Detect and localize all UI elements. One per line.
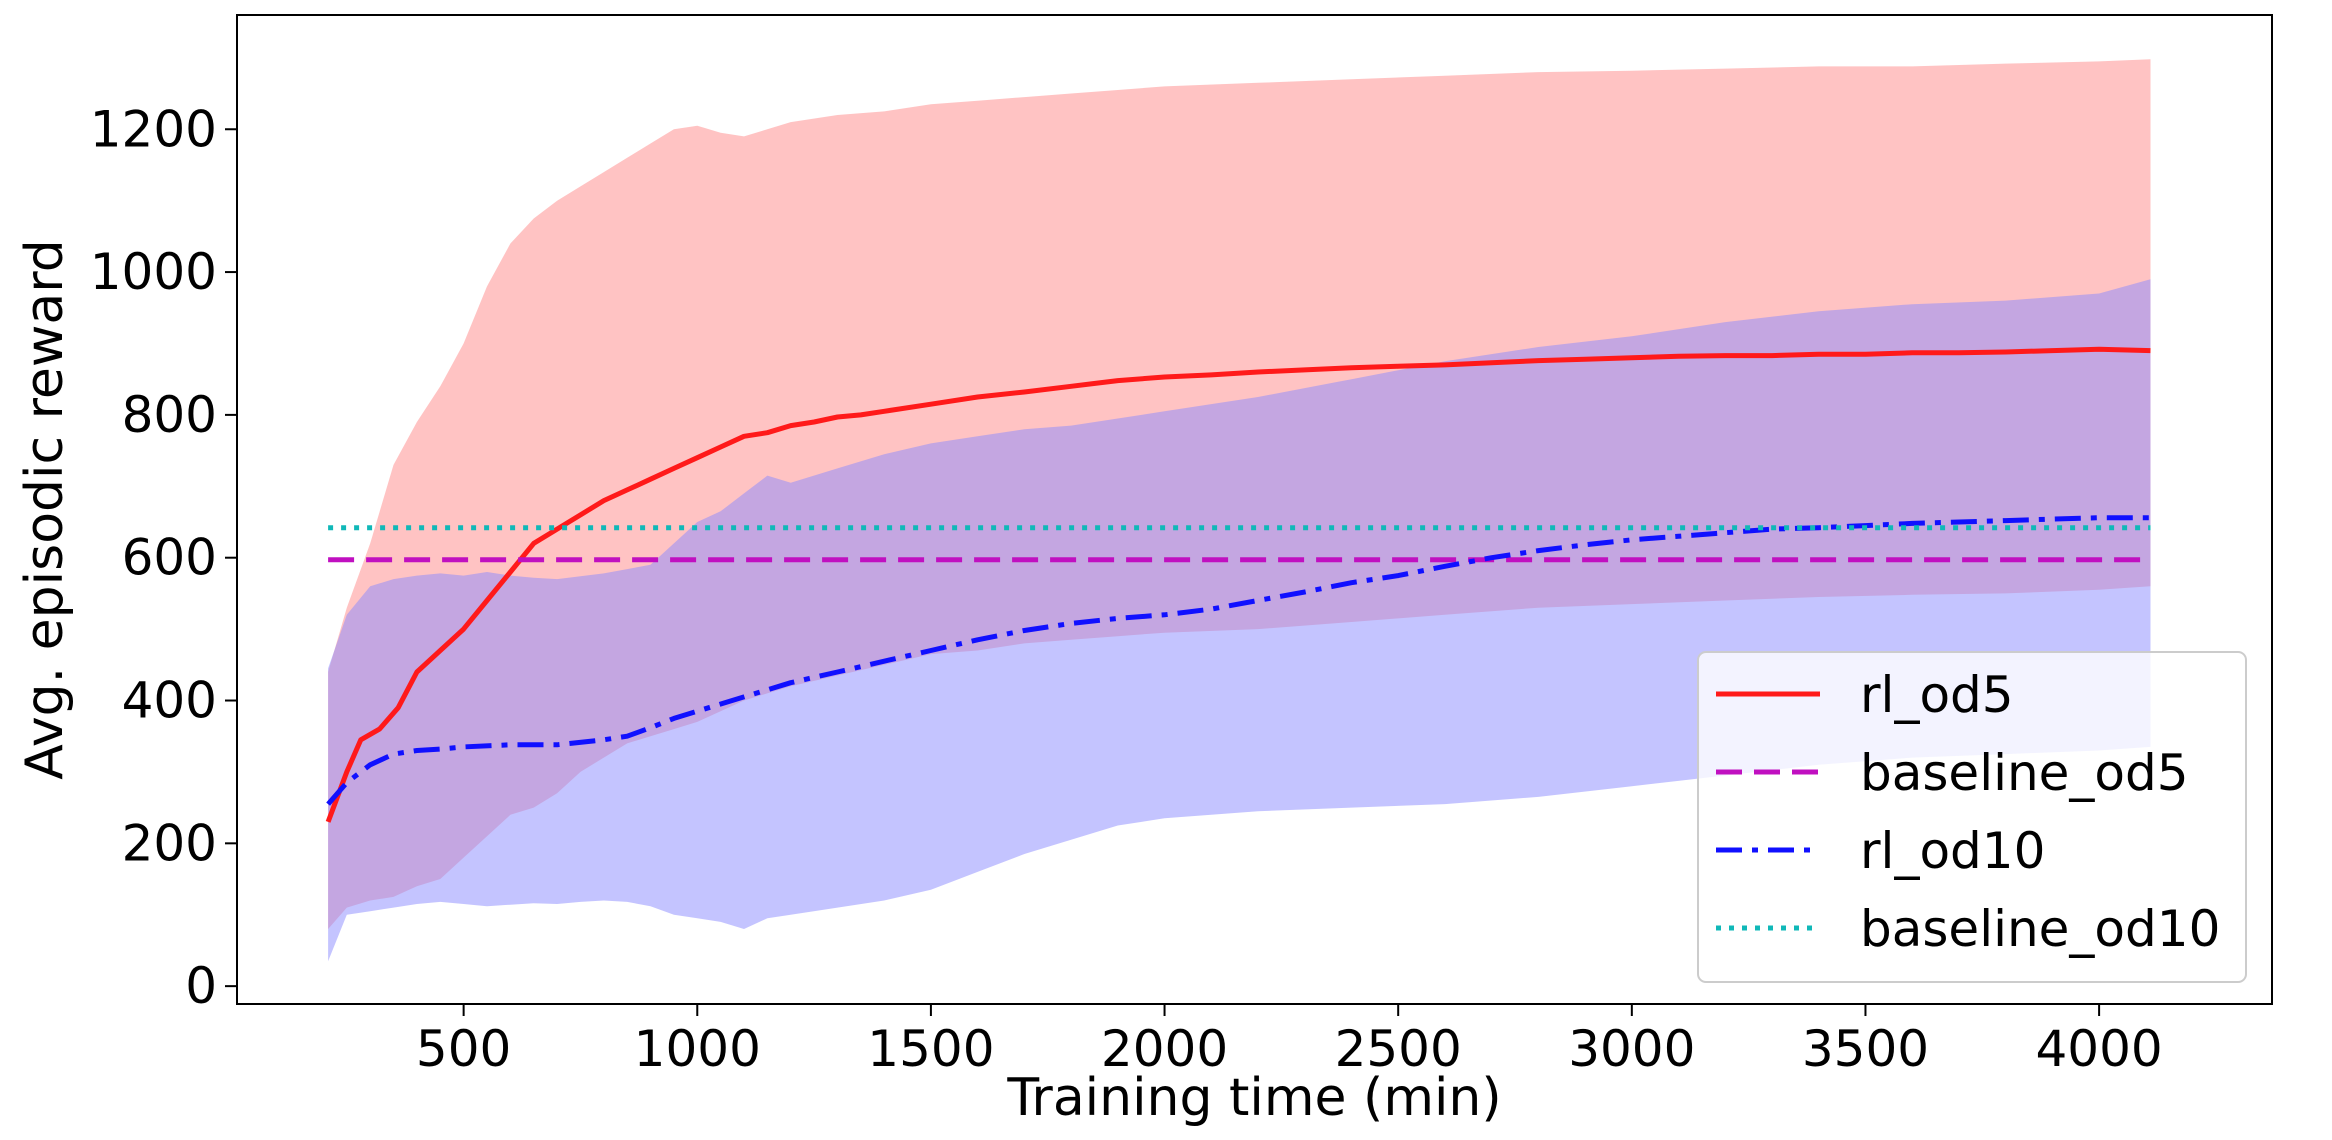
legend: rl_od5 baseline_od5 rl_od10 baseline_od10 — [1697, 651, 2247, 983]
x-tick-label: 1500 — [867, 1020, 994, 1078]
plot-frame — [236, 14, 2273, 1005]
x-tick-label: 2000 — [1101, 1020, 1228, 1078]
y-tick-label: 200 — [122, 814, 217, 872]
series-lines — [325, 346, 2151, 823]
y-axis-ticks: 0 200 400 600 800 1000 1200 — [90, 100, 237, 1015]
x-tick-label: 4000 — [2035, 1020, 2162, 1078]
x-tick-label: 500 — [416, 1020, 511, 1078]
y-tick-label: 1200 — [90, 100, 217, 158]
legend-label-rl-od10: rl_od10 — [1860, 822, 2045, 880]
legend-label-baseline-od10: baseline_od10 — [1860, 900, 2220, 958]
y-tick-label: 1000 — [90, 243, 217, 301]
y-axis-label: Avg. episodic reward — [15, 239, 75, 779]
y-tick-label: 800 — [122, 386, 217, 444]
x-tick-label: 3000 — [1568, 1020, 1695, 1078]
y-tick-label: 600 — [122, 529, 217, 587]
x-axis-label: Training time (min) — [1006, 1068, 1501, 1128]
legend-label-rl-od5: rl_od5 — [1860, 666, 2014, 724]
series-line-rl-od10 — [326, 515, 2151, 806]
legend-box — [1697, 651, 2247, 983]
y-tick-label: 400 — [122, 672, 217, 730]
band-rl-od10 — [328, 279, 2151, 962]
series-line-rl-od5 — [325, 346, 2151, 823]
y-tick-label: 0 — [185, 957, 217, 1015]
x-tick-label: 2500 — [1335, 1020, 1462, 1078]
confidence-bands — [328, 59, 2151, 962]
x-axis-ticks: 500 1000 1500 2000 2500 3000 3500 4000 — [416, 1004, 2163, 1078]
x-tick-label: 3500 — [1802, 1020, 1929, 1078]
x-tick-label: 1000 — [634, 1020, 761, 1078]
legend-label-baseline-od5: baseline_od5 — [1860, 744, 2189, 802]
